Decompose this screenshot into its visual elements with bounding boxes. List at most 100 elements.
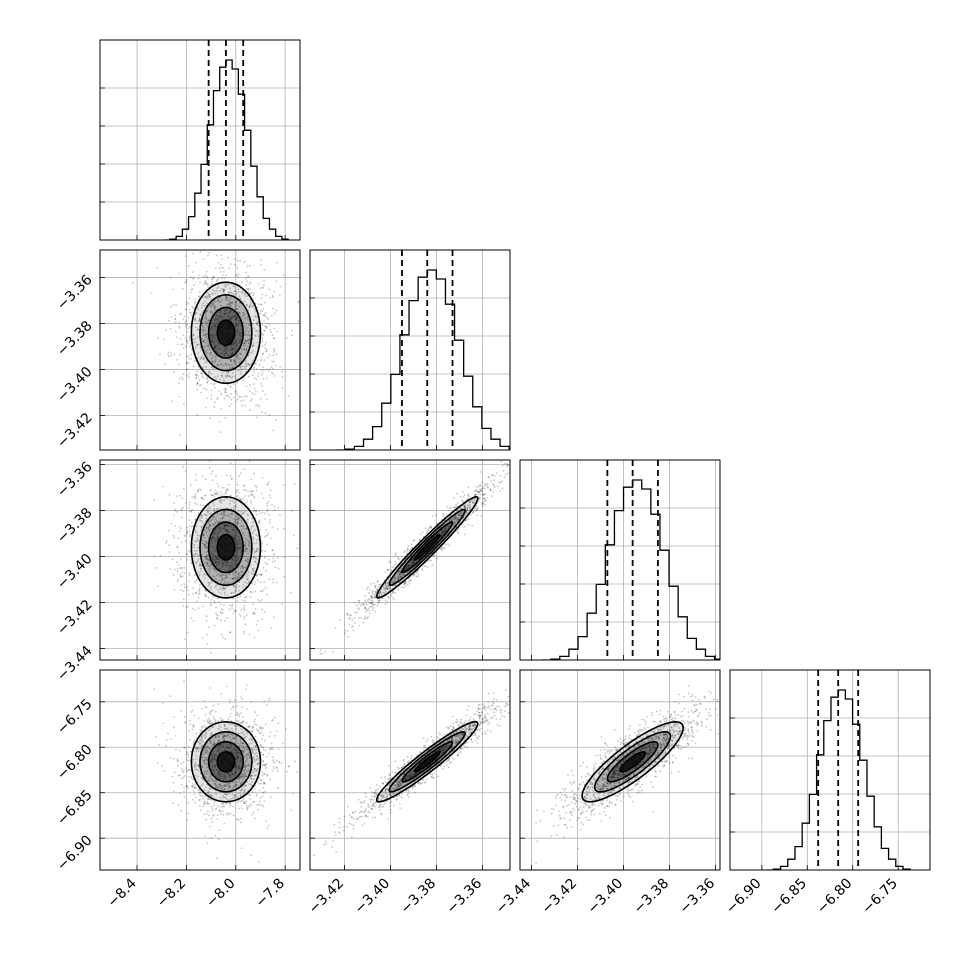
scatter-point	[256, 346, 259, 348]
scatter-point	[249, 281, 252, 284]
scatter-point	[211, 551, 214, 553]
scatter-point	[238, 295, 241, 298]
scatter-point	[211, 722, 213, 725]
scatter-point	[220, 733, 223, 736]
scatter-point	[243, 762, 246, 764]
scatter-point	[185, 363, 188, 365]
scatter-point	[214, 337, 217, 340]
scatter-point	[224, 374, 227, 377]
scatter-point	[234, 505, 237, 508]
scatter-point	[398, 577, 401, 579]
scatter-point	[221, 517, 224, 520]
scatter-point	[213, 544, 216, 547]
scatter-point	[222, 266, 225, 269]
scatter-point	[182, 318, 185, 321]
scatter-point	[255, 416, 258, 419]
scatter-point	[219, 520, 221, 523]
scatter-point	[196, 328, 199, 331]
scatter-point	[204, 282, 207, 285]
scatter-point	[210, 758, 213, 760]
scatter-point	[233, 285, 236, 288]
scatter-point	[214, 318, 217, 321]
scatter-point	[460, 514, 463, 517]
scatter-point	[156, 266, 159, 269]
scatter-point	[223, 379, 225, 381]
scatter-point	[209, 351, 212, 354]
scatter-point	[217, 521, 220, 524]
scatter-point	[455, 519, 458, 521]
scatter-point	[193, 555, 196, 558]
scatter-point	[253, 555, 256, 558]
scatter-point	[397, 576, 400, 579]
scatter-point	[227, 573, 230, 576]
scatter-point	[216, 538, 219, 541]
scatter-point	[374, 585, 377, 587]
scatter-point	[240, 551, 243, 554]
scatter-point	[240, 332, 243, 334]
scatter-point	[384, 571, 386, 574]
scatter-point	[238, 715, 241, 718]
scatter-point	[389, 561, 392, 564]
scatter-point	[230, 733, 233, 736]
scatter-point	[224, 524, 227, 527]
scatter-point	[256, 323, 259, 326]
scatter-point	[239, 759, 241, 762]
scatter-point	[232, 561, 235, 563]
scatter-point	[468, 496, 471, 498]
scatter-point	[184, 337, 187, 340]
scatter-point	[248, 544, 251, 547]
scatter-point	[219, 575, 222, 578]
scatter-point	[268, 354, 271, 356]
scatter-point	[248, 409, 251, 411]
scatter-point	[263, 611, 266, 613]
y-tick-label: −3.38	[54, 318, 96, 360]
scatter-point	[187, 605, 189, 608]
scatter-point	[228, 530, 231, 533]
scatter-point	[251, 521, 254, 524]
scatter-point	[254, 590, 257, 593]
scatter-point	[225, 574, 228, 577]
scatter-point	[235, 531, 238, 534]
scatter-point	[207, 581, 210, 584]
scatter-point	[442, 515, 445, 517]
scatter-point	[204, 336, 207, 339]
scatter-point	[214, 350, 217, 352]
scatter-point	[255, 769, 258, 772]
scatter-point	[220, 374, 223, 377]
scatter-point	[239, 722, 242, 725]
scatter-point	[260, 303, 263, 306]
scatter-point	[183, 638, 186, 640]
scatter-point	[188, 336, 190, 339]
scatter-point	[197, 593, 200, 596]
scatter-point	[460, 511, 463, 514]
scatter-point	[218, 390, 221, 393]
scatter-point	[476, 490, 479, 493]
panel-frame	[99, 39, 301, 241]
scatter-point	[242, 527, 245, 530]
scatter-point	[204, 494, 206, 497]
scatter-point	[177, 564, 180, 566]
scatter-point	[220, 266, 223, 269]
scatter-point	[204, 281, 206, 284]
scatter-point	[236, 577, 239, 579]
scatter-point	[459, 512, 461, 515]
scatter-point	[486, 485, 489, 488]
scatter-point	[248, 364, 251, 366]
scatter-point	[275, 280, 278, 283]
scatter-point	[228, 297, 231, 299]
scatter-point	[187, 801, 190, 804]
scatter-point	[263, 314, 266, 317]
scatter-point	[217, 320, 220, 323]
scatter-point	[208, 371, 211, 373]
scatter-point	[199, 738, 202, 741]
scatter-point	[240, 574, 243, 577]
scatter-point	[216, 279, 219, 281]
scatter-point	[179, 494, 181, 497]
scatter-point	[213, 600, 216, 602]
scatter-point	[199, 357, 202, 360]
scatter-point	[193, 764, 196, 767]
scatter-point	[189, 325, 191, 328]
scatter-point	[235, 785, 238, 788]
scatter-point	[391, 566, 394, 569]
scatter-point	[421, 531, 424, 534]
